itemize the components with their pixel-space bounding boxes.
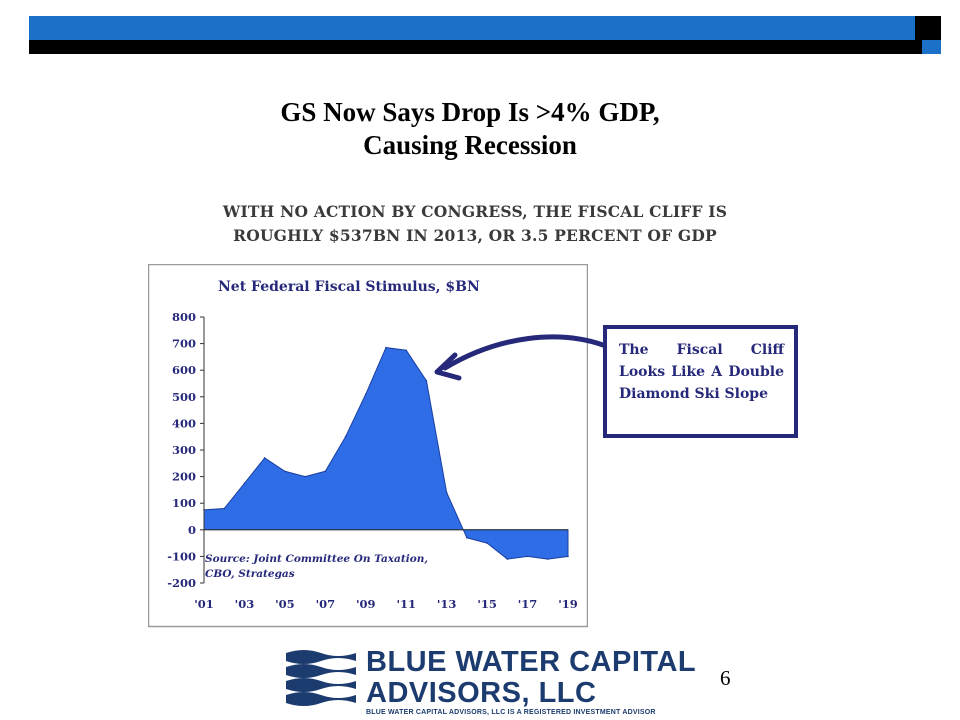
chart-source-line-2: CBO, Strategas — [205, 568, 295, 580]
data-point-2007 — [324, 470, 327, 473]
y-tick-label-0: 0 — [188, 523, 196, 537]
x-tick-label-8: '17 — [518, 597, 538, 611]
data-point-2014 — [466, 536, 468, 539]
slide-title: GS Now Says Drop Is >4% GDP, Causing Rec… — [120, 96, 820, 162]
data-point-2006 — [304, 475, 306, 478]
header-corner-accent — [922, 40, 941, 54]
stimulus-area-series — [203, 347, 569, 560]
data-point-2008 — [344, 435, 347, 438]
slide-title-line-1: GS Now Says Drop Is >4% GDP, — [280, 97, 660, 127]
slide-title-line-2: Causing Recession — [363, 130, 577, 160]
y-tick-label-600: 600 — [172, 363, 196, 377]
data-point-2010 — [385, 346, 387, 349]
data-point-2013 — [445, 491, 448, 494]
y-tick-label-700: 700 — [172, 337, 196, 351]
x-tick-label-7: '15 — [477, 597, 497, 611]
data-point-2002 — [223, 507, 226, 510]
x-tick-label-6: '13 — [437, 597, 457, 611]
chart-headline-line-1: WITH NO ACTION BY CONGRESS, THE FISCAL C… — [222, 202, 728, 221]
data-point-2005 — [284, 470, 286, 473]
data-point-2015 — [486, 542, 488, 544]
data-point-2009 — [364, 393, 367, 395]
y-tick-label--200: -200 — [167, 576, 196, 590]
y-tick-label-300: 300 — [172, 443, 196, 457]
y-tick-label-800: 800 — [172, 310, 196, 324]
data-point-2017 — [526, 555, 529, 558]
data-point-2019 — [567, 555, 569, 558]
y-tick-label-500: 500 — [172, 390, 196, 404]
data-point-2011 — [405, 349, 408, 352]
page-number: 6 — [720, 666, 731, 690]
y-tick-label-100: 100 — [172, 496, 196, 510]
x-tick-label-5: '11 — [396, 597, 416, 611]
logo-tagline: BLUE WATER CAPITAL ADVISORS, LLC IS A RE… — [366, 709, 656, 716]
x-tick-label-3: '07 — [316, 597, 336, 611]
x-tick-label-1: '03 — [235, 597, 255, 611]
x-tick-label-2: '05 — [275, 597, 295, 611]
y-tick-label-200: 200 — [172, 470, 196, 484]
logo-name-line-1: BLUE WATER CAPITAL — [366, 646, 697, 678]
y-tick-label--100: -100 — [167, 549, 196, 563]
x-tick-label-9: '19 — [558, 597, 578, 611]
data-point-2016 — [506, 558, 509, 560]
y-tick-label-400: 400 — [172, 416, 196, 430]
callout-box: The Fiscal Cliff Looks Like A Double Dia… — [603, 325, 798, 438]
fiscal-stimulus-chart: Net Federal Fiscal Stimulus, $BN 800 700 6… — [148, 264, 588, 628]
data-point-2012 — [425, 380, 428, 382]
chart-source-line-1: Source: Joint Committee On Taxation, — [205, 553, 428, 565]
data-point-2004 — [263, 457, 266, 459]
data-point-2018 — [546, 558, 549, 560]
chart-headline-line-2: ROUGHLY $537BN IN 2013, OR 3.5 PERCENT O… — [233, 226, 717, 245]
header-bar-blue — [29, 16, 915, 40]
company-logo: BLUE WATER CAPITAL ADVISORS, LLC BLUE WA… — [286, 643, 696, 720]
x-tick-label-0: '01 — [194, 597, 214, 611]
x-tick-label-4: '09 — [356, 597, 376, 611]
chart-title: Net Federal Fiscal Stimulus, $BN — [218, 279, 480, 295]
chart-headline: WITH NO ACTION BY CONGRESS, THE FISCAL C… — [150, 200, 800, 248]
data-point-2003 — [243, 482, 246, 485]
axis-layer: 800 700 600 500 400 300 200 100 0 -100 -200 '01 '03 '… — [167, 310, 578, 611]
waves-logo-icon — [286, 647, 356, 713]
logo-name-line-2: ADVISORS, LLC — [366, 677, 597, 709]
